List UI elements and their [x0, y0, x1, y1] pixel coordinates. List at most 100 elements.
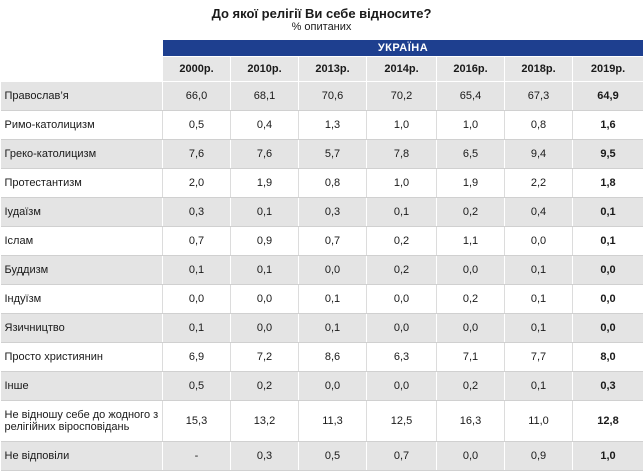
- year-header: 2014р.: [367, 57, 437, 82]
- year-header: 2010р.: [231, 57, 299, 82]
- row-label: Іудаїзм: [1, 198, 163, 227]
- table-cell: 0,2: [437, 198, 505, 227]
- table-cell: 16,3: [437, 401, 505, 442]
- table-cell: 0,1: [573, 198, 643, 227]
- table-row: Не відношу себе до жодного з релігійних …: [1, 401, 643, 442]
- table-cell: 9,4: [505, 140, 573, 169]
- row-label: Інше: [1, 372, 163, 401]
- table-cell: 0,0: [505, 227, 573, 256]
- table-cell: 15,3: [163, 401, 231, 442]
- table-cell: 8,6: [299, 343, 367, 372]
- year-header: 2019р.: [573, 57, 643, 82]
- table-cell: 0,0: [437, 442, 505, 471]
- table-cell: 0,5: [299, 442, 367, 471]
- year-header: 2000р.: [163, 57, 231, 82]
- table-cell: 66,0: [163, 82, 231, 111]
- table-cell: 12,8: [573, 401, 643, 442]
- table-cell: 0,7: [163, 227, 231, 256]
- table-cell: 65,4: [437, 82, 505, 111]
- table-cell: 1,0: [437, 111, 505, 140]
- table-cell: 6,3: [367, 343, 437, 372]
- table-cell: 1,1: [437, 227, 505, 256]
- table-cell: 0,5: [163, 372, 231, 401]
- table-cell: 1,0: [367, 169, 437, 198]
- table-cell: 0,9: [505, 442, 573, 471]
- table-cell: 0,1: [299, 285, 367, 314]
- table-cell: 0,2: [231, 372, 299, 401]
- row-label: Греко-католицизм: [1, 140, 163, 169]
- table-cell: 12,5: [367, 401, 437, 442]
- table-cell: 2,2: [505, 169, 573, 198]
- table-cell: 8,0: [573, 343, 643, 372]
- table-cell: 68,1: [231, 82, 299, 111]
- table-cell: 0,0: [437, 256, 505, 285]
- table-cell: 0,0: [573, 256, 643, 285]
- row-label: Буддизм: [1, 256, 163, 285]
- table-cell: 6,9: [163, 343, 231, 372]
- table-subtitle: % опитаних: [0, 21, 643, 34]
- table-cell: 1,6: [573, 111, 643, 140]
- table-cell: 7,8: [367, 140, 437, 169]
- table-cell: 1,0: [367, 111, 437, 140]
- table-cell: 64,9: [573, 82, 643, 111]
- table-caption: До якої релігії Ви себе відносите? % опи…: [0, 0, 643, 38]
- table-cell: 0,0: [367, 285, 437, 314]
- row-label: Не відповіли: [1, 442, 163, 471]
- table-cell: 5,7: [299, 140, 367, 169]
- table-cell: 70,6: [299, 82, 367, 111]
- year-header: 2013р.: [299, 57, 367, 82]
- table-cell: 1,9: [231, 169, 299, 198]
- table-cell: 0,1: [505, 256, 573, 285]
- table-cell: 11,0: [505, 401, 573, 442]
- table-cell: 0,3: [299, 198, 367, 227]
- row-label: Не відношу себе до жодного з релігійних …: [1, 401, 163, 442]
- table-cell: 1,0: [573, 442, 643, 471]
- table-cell: 0,1: [163, 314, 231, 343]
- table-cell: 0,3: [573, 372, 643, 401]
- table-cell: -: [163, 442, 231, 471]
- row-label: Римо-католицизм: [1, 111, 163, 140]
- table-cell: 0,9: [231, 227, 299, 256]
- table-cell: 0,1: [367, 198, 437, 227]
- table-cell: 0,0: [231, 314, 299, 343]
- table-cell: 11,3: [299, 401, 367, 442]
- table-cell: 7,1: [437, 343, 505, 372]
- row-label: Індуїзм: [1, 285, 163, 314]
- table-cell: 0,7: [299, 227, 367, 256]
- table-cell: 9,5: [573, 140, 643, 169]
- table-cell: 0,0: [367, 372, 437, 401]
- table-cell: 0,1: [505, 372, 573, 401]
- table-cell: 0,2: [367, 227, 437, 256]
- table-cell: 0,0: [299, 256, 367, 285]
- table-cell: 0,4: [231, 111, 299, 140]
- table-cell: 0,0: [437, 314, 505, 343]
- table-cell: 0,0: [231, 285, 299, 314]
- table-cell: 1,3: [299, 111, 367, 140]
- row-label: Язичництво: [1, 314, 163, 343]
- table-cell: 0,8: [299, 169, 367, 198]
- table-cell: 0,0: [573, 314, 643, 343]
- year-header: 2016р.: [437, 57, 505, 82]
- table-cell: 70,2: [367, 82, 437, 111]
- table-cell: 1,8: [573, 169, 643, 198]
- header-corner: [1, 40, 163, 82]
- table-cell: 0,7: [367, 442, 437, 471]
- table-cell: 7,2: [231, 343, 299, 372]
- table-title: До якої релігії Ви себе відносите?: [0, 0, 643, 21]
- table-cell: 0,4: [505, 198, 573, 227]
- table-cell: 67,3: [505, 82, 573, 111]
- table-cell: 7,7: [505, 343, 573, 372]
- table-cell: 0,1: [505, 285, 573, 314]
